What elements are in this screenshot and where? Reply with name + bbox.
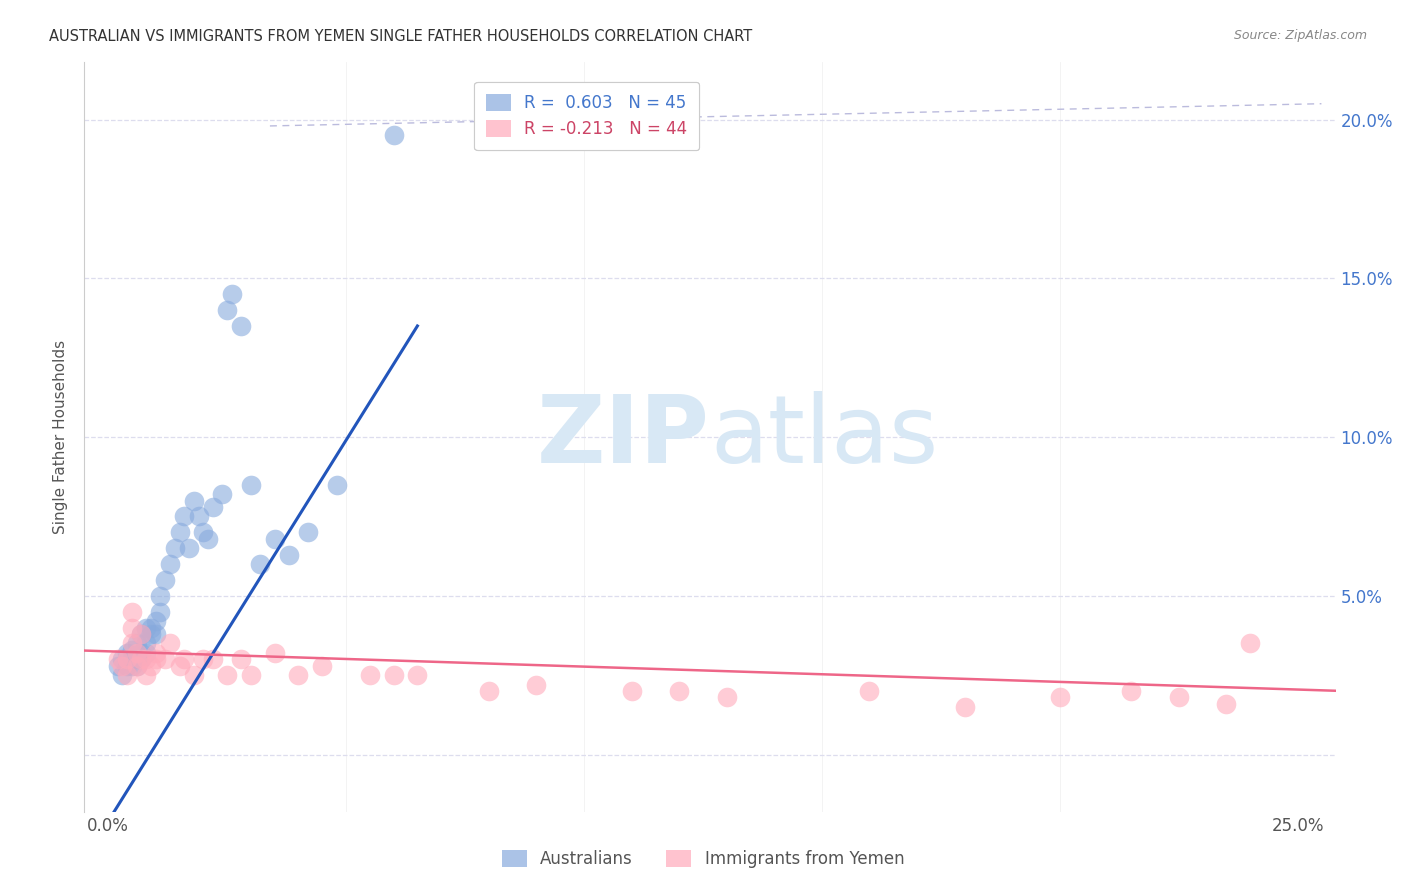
Point: [382, 128, 405, 143]
Text: Source: ZipAtlas.com: Source: ZipAtlas.com: [1233, 29, 1367, 42]
Point: [239, 477, 262, 491]
Point: [263, 646, 285, 660]
Point: [149, 589, 172, 603]
Point: [135, 668, 157, 682]
Point: [135, 621, 157, 635]
Point: [858, 684, 880, 698]
Point: [221, 287, 243, 301]
Point: [121, 642, 143, 657]
Point: [249, 557, 271, 571]
Point: [107, 658, 129, 673]
Point: [169, 525, 191, 540]
Point: [201, 652, 224, 666]
Point: [131, 652, 153, 666]
Point: [187, 509, 209, 524]
Text: ZIP: ZIP: [537, 391, 710, 483]
Point: [135, 646, 157, 660]
Point: [155, 652, 177, 666]
Text: AUSTRALIAN VS IMMIGRANTS FROM YEMEN SINGLE FATHER HOUSEHOLDS CORRELATION CHART: AUSTRALIAN VS IMMIGRANTS FROM YEMEN SING…: [49, 29, 752, 44]
Point: [121, 652, 143, 666]
Point: [111, 658, 134, 673]
Point: [177, 541, 200, 556]
Point: [159, 557, 181, 571]
Point: [115, 658, 138, 673]
Point: [239, 668, 262, 682]
Point: [211, 487, 233, 501]
Point: [1119, 684, 1142, 698]
Point: [159, 636, 181, 650]
Text: atlas: atlas: [710, 391, 938, 483]
Point: [231, 652, 253, 666]
Point: [953, 700, 976, 714]
Point: [325, 477, 347, 491]
Point: [263, 532, 285, 546]
Point: [125, 646, 148, 660]
Point: [668, 684, 690, 698]
Point: [145, 646, 167, 660]
Point: [131, 627, 153, 641]
Point: [478, 684, 501, 698]
Point: [524, 678, 547, 692]
Point: [201, 500, 224, 514]
Point: [125, 652, 148, 666]
Point: [278, 548, 301, 562]
Point: [155, 573, 177, 587]
Point: [173, 652, 195, 666]
Point: [121, 636, 143, 650]
Point: [139, 658, 162, 673]
Point: [125, 658, 148, 673]
Point: [115, 652, 138, 666]
Point: [131, 627, 153, 641]
Point: [111, 652, 134, 666]
Point: [716, 690, 738, 705]
Point: [135, 652, 157, 666]
Point: [183, 493, 205, 508]
Point: [620, 684, 643, 698]
Legend: Australians, Immigrants from Yemen: Australians, Immigrants from Yemen: [495, 843, 911, 875]
Point: [311, 658, 333, 673]
Point: [193, 652, 215, 666]
Point: [1049, 690, 1071, 705]
Point: [139, 621, 162, 635]
Point: [231, 318, 253, 333]
Point: [145, 627, 167, 641]
Point: [115, 646, 138, 660]
Point: [125, 636, 148, 650]
Point: [297, 525, 319, 540]
Point: [163, 541, 186, 556]
Point: [382, 668, 405, 682]
Point: [121, 658, 143, 673]
Point: [406, 668, 429, 682]
Point: [169, 658, 191, 673]
Point: [1215, 697, 1237, 711]
Point: [111, 668, 134, 682]
Point: [1167, 690, 1189, 705]
Point: [139, 627, 162, 641]
Point: [287, 668, 309, 682]
Point: [217, 303, 239, 318]
Point: [183, 668, 205, 682]
Point: [217, 668, 239, 682]
Point: [359, 668, 381, 682]
Point: [1239, 636, 1261, 650]
Point: [131, 646, 153, 660]
Point: [107, 652, 129, 666]
Point: [197, 532, 219, 546]
Point: [135, 636, 157, 650]
Point: [145, 652, 167, 666]
Point: [173, 509, 195, 524]
Point: [121, 621, 143, 635]
Point: [145, 614, 167, 628]
Point: [149, 605, 172, 619]
Point: [193, 525, 215, 540]
Point: [125, 658, 148, 673]
Legend: R =  0.603   N = 45, R = -0.213   N = 44: R = 0.603 N = 45, R = -0.213 N = 44: [474, 82, 699, 150]
Y-axis label: Single Father Households: Single Father Households: [53, 340, 69, 534]
Point: [115, 668, 138, 682]
Point: [121, 605, 143, 619]
Point: [131, 652, 153, 666]
